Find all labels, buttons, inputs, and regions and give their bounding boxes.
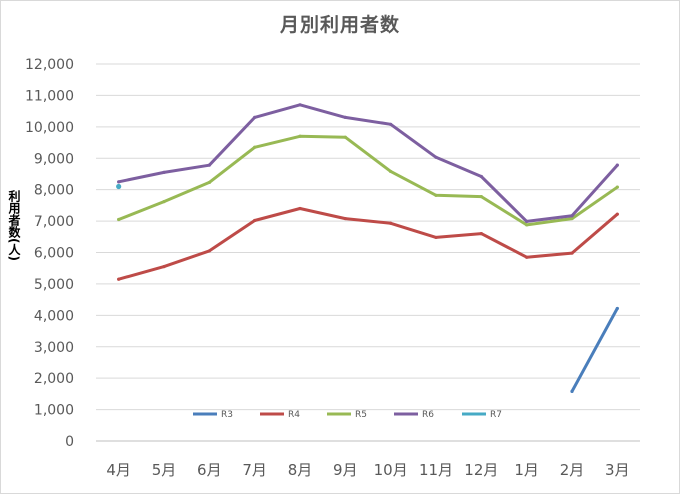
data-point-r5 [207, 180, 211, 185]
data-point-r6 [207, 163, 211, 167]
data-point-r4 [343, 216, 347, 221]
y-tick-label: 5,000 [34, 277, 74, 293]
y-tick-label: 1,000 [34, 403, 74, 419]
data-point-r6 [162, 170, 166, 174]
series-line-r6 [117, 103, 619, 223]
x-tick-label: 3月 [605, 461, 630, 479]
data-point-r3 [570, 389, 574, 393]
x-tick-label: 2月 [560, 461, 585, 479]
data-point-r6 [253, 115, 257, 120]
data-point-r4 [570, 251, 574, 255]
data-point-r6 [434, 155, 438, 159]
data-point-r3 [615, 306, 619, 311]
y-tick-label: 0 [65, 434, 74, 450]
data-point-r5 [117, 217, 121, 222]
x-tick-label: 6月 [197, 461, 222, 479]
legend-label-r6: R6 [422, 410, 434, 420]
y-tick-label: 10,000 [25, 120, 74, 136]
data-point-r7 [116, 183, 122, 190]
data-point-r6 [389, 122, 393, 126]
data-point-r5 [434, 193, 438, 197]
data-point-r4 [298, 206, 302, 211]
series-line-r5 [117, 134, 619, 227]
data-point-r5 [343, 135, 347, 139]
y-tick-label: 7,000 [34, 214, 74, 230]
data-point-r6 [479, 174, 483, 179]
x-tick-label: 10月 [374, 461, 408, 479]
x-tick-label: 4月 [106, 461, 131, 479]
data-point-r5 [162, 200, 166, 204]
y-tick-label: 4,000 [34, 308, 74, 324]
x-tick-label: 12月 [464, 461, 498, 479]
series-line-r3 [570, 306, 619, 393]
data-point-r5 [525, 223, 529, 227]
data-point-r6 [570, 214, 574, 218]
data-point-r4 [434, 235, 438, 240]
data-point-r4 [525, 255, 529, 259]
data-point-r5 [570, 216, 574, 221]
y-tick-label: 3,000 [34, 340, 74, 356]
data-point-r4 [389, 221, 393, 225]
data-point-r6 [525, 219, 529, 223]
data-point-r6 [117, 180, 121, 184]
data-point-r5 [615, 185, 619, 189]
x-tick-label: 5月 [152, 461, 177, 479]
x-tick-label: 8月 [288, 461, 313, 479]
x-tick-label: 7月 [242, 461, 267, 479]
data-point-r5 [253, 145, 257, 149]
data-point-r5 [298, 134, 302, 138]
y-axis-label: 利用者数(人) [7, 190, 21, 261]
data-point-r4 [253, 218, 257, 223]
legend-label-r5: R5 [355, 410, 367, 420]
y-tick-label: 11,000 [25, 88, 74, 104]
y-tick-label: 12,000 [25, 57, 74, 73]
data-point-r4 [479, 232, 483, 236]
x-tick-label: 11月 [419, 461, 453, 479]
data-point-r4 [615, 212, 619, 216]
legend-label-r4: R4 [288, 410, 300, 420]
series-line-r4 [117, 207, 619, 281]
data-point-r6 [615, 163, 619, 167]
data-point-r6 [298, 103, 302, 107]
y-tick-label: 2,000 [34, 371, 74, 387]
y-tick-label: 9,000 [34, 151, 74, 167]
y-tick-label: 6,000 [34, 246, 74, 262]
y-tick-label: 8,000 [34, 183, 74, 199]
data-point-r5 [479, 194, 483, 199]
data-point-r6 [343, 115, 347, 120]
chart-title: 月別利用者数 [279, 14, 400, 36]
x-tick-label: 1月 [514, 461, 539, 479]
data-point-r5 [389, 169, 393, 174]
data-point-r4 [207, 249, 211, 253]
legend-label-r7: R7 [490, 410, 502, 420]
legend-label-r3: R3 [221, 410, 233, 420]
x-tick-label: 9月 [333, 461, 358, 479]
data-point-r4 [117, 277, 121, 281]
data-point-r4 [162, 265, 166, 269]
